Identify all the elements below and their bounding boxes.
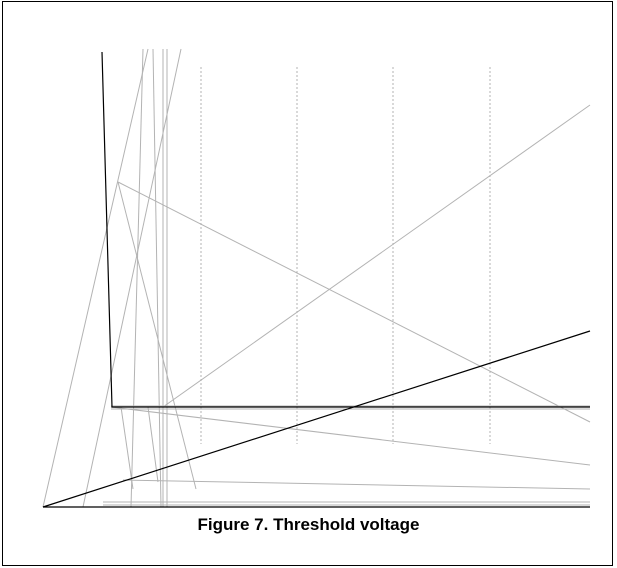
apex-line-right bbox=[117, 181, 591, 423]
knee-line-1 bbox=[110, 406, 591, 466]
fan-line-1 bbox=[42, 48, 149, 508]
vertical-gridlines bbox=[200, 67, 491, 444]
threshold-voltage-diagram bbox=[42, 48, 591, 508]
knee-line-3 bbox=[147, 406, 159, 483]
figure-caption: Figure 7. Threshold voltage bbox=[197, 515, 420, 534]
horizontal-line-3 bbox=[122, 479, 591, 490]
dark-lines bbox=[42, 51, 591, 508]
fan-line-3 bbox=[130, 48, 144, 508]
light-lines bbox=[42, 48, 591, 508]
threshold-curve bbox=[101, 51, 590, 408]
apex-line-down bbox=[117, 181, 197, 490]
diagonal-upper-right bbox=[162, 104, 591, 408]
knee-line-2 bbox=[120, 406, 134, 490]
fan-line-4 bbox=[152, 48, 162, 508]
fan-line-2 bbox=[82, 48, 182, 508]
diagonal-baseline-line bbox=[42, 330, 591, 508]
